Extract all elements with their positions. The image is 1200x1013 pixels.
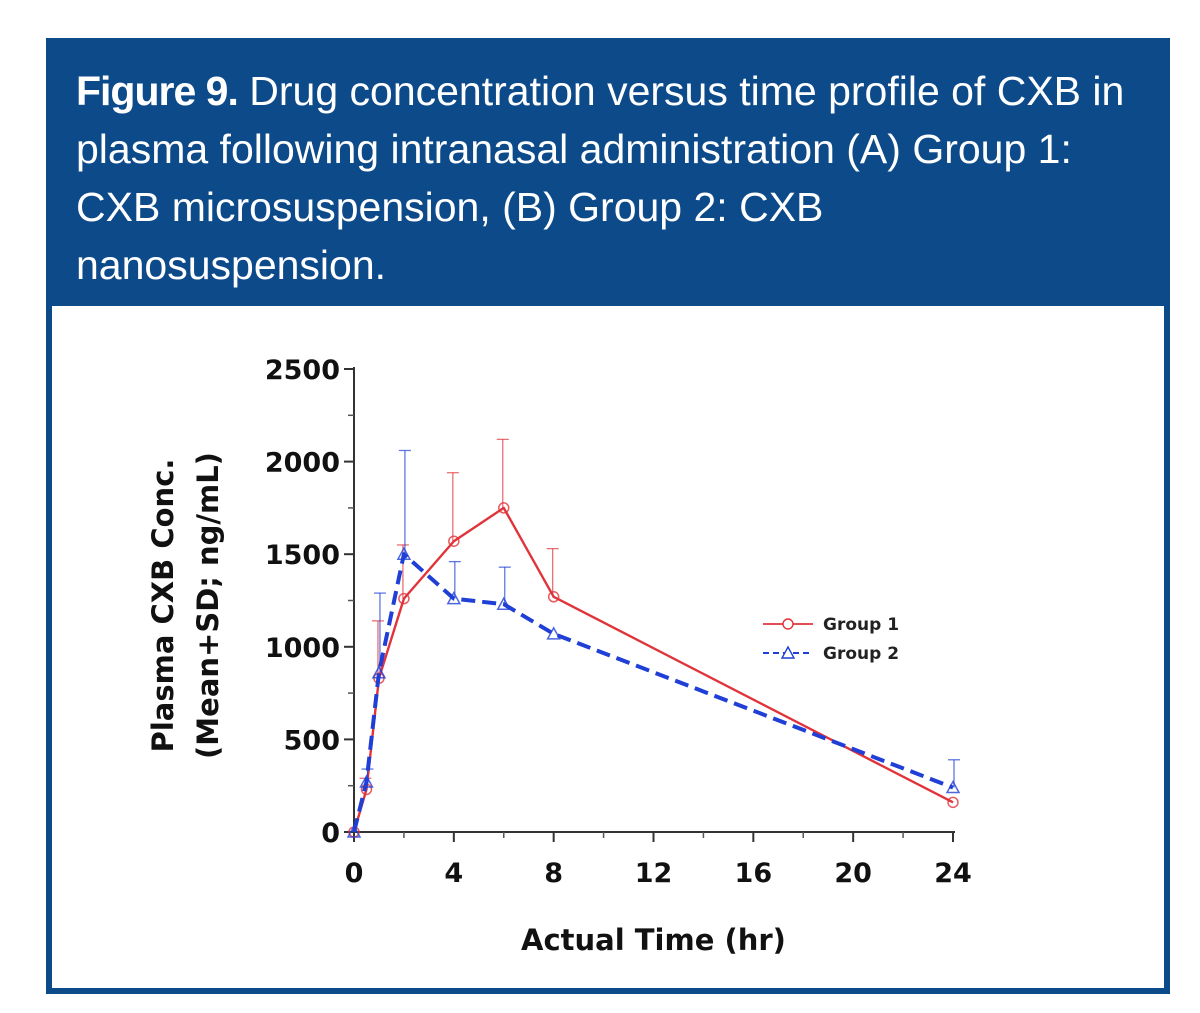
x-tick-label: 16 [735,858,773,889]
y-tick-label: 1500 [265,540,340,571]
series-1-point [947,796,959,809]
series-2-point [396,546,412,560]
series-2-point [546,626,561,640]
series-1-point [398,592,410,605]
y-axis-title-line1: Plasma CXB Conc. [146,459,180,753]
x-tick-label: 20 [834,858,872,889]
series-2-point [346,824,362,838]
y-tick-label: 0 [321,818,340,849]
series-2-point [371,665,387,679]
legend-label-1: Group 1 [823,615,899,635]
series-1-line [352,506,954,833]
legend-entry-1: Group 1 [763,615,899,635]
y-tick-label: 1000 [265,633,340,664]
x-tick-label: 8 [544,858,563,889]
concentration-time-chart: 0 500 1000 1500 2000 2500 0 4 8 12 16 20 24 Actual Ti… [146,355,972,957]
series-1 [348,438,959,838]
figure-frame: Figure 9. Drug concentration versus time… [46,38,1170,994]
series-2-point [496,596,512,610]
y-tick-label: 2500 [265,355,340,386]
y-axis-title-line2: (Mean+SD; ng/mL) [191,452,225,759]
series-2 [346,449,961,838]
x-tick-label: 4 [444,858,463,889]
x-axis-title: Actual Time (hr) [521,923,786,957]
chart-panel: 0 500 1000 1500 2000 2500 0 4 8 12 16 20 24 Actual Ti… [52,306,1164,988]
y-tick-label: 2000 [265,448,340,479]
x-tick-label: 24 [934,858,972,889]
x-tick-label: 0 [345,858,364,889]
legend-entry-2: Group 2 [763,644,899,664]
legend-marker-2 [780,645,796,659]
legend-label-2: Group 2 [823,644,899,664]
series-1-point [498,502,510,514]
series-2-line [352,552,954,833]
series-1-point [448,535,460,547]
caption-label: Figure 9. [76,68,239,114]
series-1-point [547,591,560,603]
caption-text: Drug concentration versus time profile o… [76,68,1125,288]
x-tick-label: 12 [635,858,673,889]
series-2-point [446,591,462,605]
figure-caption: Figure 9. Drug concentration versus time… [46,38,1170,304]
legend-marker-1 [782,618,794,630]
y-tick-label: 500 [284,725,340,756]
series-2-point [945,779,961,794]
series-2-point [359,774,374,788]
